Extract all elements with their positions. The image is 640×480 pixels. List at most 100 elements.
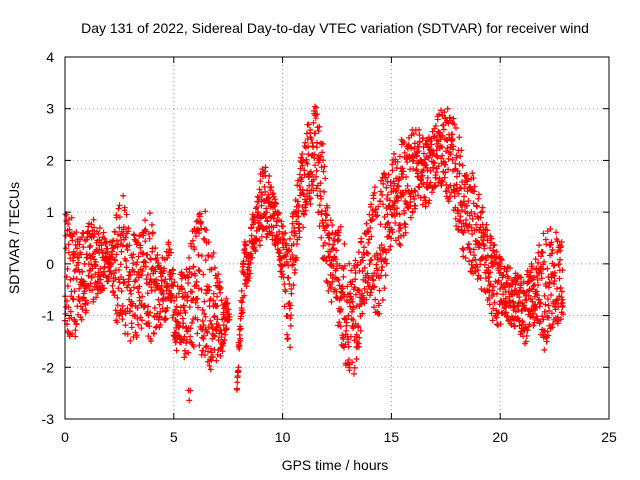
data-point (540, 316, 547, 323)
data-point (263, 224, 270, 231)
data-point (392, 219, 399, 226)
data-point (534, 281, 541, 288)
data-point (146, 210, 153, 217)
data-point (152, 268, 159, 275)
data-point (537, 300, 544, 307)
data-point (151, 304, 158, 311)
data-point (202, 257, 209, 264)
data-point (333, 247, 340, 254)
data-point (173, 294, 180, 301)
data-point (65, 304, 72, 311)
data-point (463, 171, 470, 178)
data-point (292, 209, 299, 216)
data-point (73, 275, 80, 282)
data-point (321, 227, 328, 234)
data-point (339, 285, 346, 292)
data-point (380, 180, 387, 187)
data-point (299, 162, 306, 169)
data-point (281, 252, 288, 259)
data-point (283, 259, 290, 265)
data-point (197, 218, 204, 225)
data-point (150, 279, 157, 286)
data-point (491, 299, 498, 306)
data-point (76, 254, 83, 261)
data-point (286, 305, 293, 312)
data-point (393, 165, 400, 172)
data-point (158, 282, 165, 289)
data-point (121, 204, 128, 211)
data-point (335, 229, 342, 236)
data-point (123, 243, 130, 250)
data-point (220, 340, 227, 347)
data-point (196, 210, 203, 217)
data-point (318, 195, 324, 202)
data-point (213, 275, 220, 282)
data-point (310, 119, 317, 126)
data-point (503, 279, 510, 286)
data-point (326, 234, 333, 241)
data-point (195, 304, 202, 311)
data-point (187, 387, 194, 394)
data-point (416, 138, 423, 145)
data-point (370, 277, 377, 284)
data-point (299, 157, 306, 164)
data-point (154, 252, 161, 259)
data-point (534, 317, 541, 324)
data-point (378, 177, 385, 184)
data-point (351, 370, 358, 377)
data-point (393, 210, 400, 217)
data-point (505, 275, 512, 282)
data-point (79, 268, 86, 275)
data-point (368, 256, 375, 263)
data-point (120, 224, 127, 231)
data-point (196, 230, 203, 237)
data-point (342, 262, 348, 269)
data-point (438, 177, 445, 184)
data-point (559, 299, 566, 306)
data-point (198, 252, 205, 259)
data-point (479, 204, 486, 211)
data-point (402, 221, 409, 228)
y-tick-label: 0 (46, 256, 54, 272)
data-point (353, 355, 360, 362)
data-point (466, 245, 473, 252)
data-point (300, 224, 307, 231)
data-point (203, 227, 210, 234)
y-tick-label: 2 (46, 152, 54, 168)
data-point (211, 312, 218, 319)
data-point (540, 327, 547, 334)
data-point (529, 286, 536, 293)
data-point (144, 290, 151, 297)
data-point (73, 262, 80, 269)
data-point (188, 271, 195, 278)
data-point (76, 285, 83, 292)
data-point (496, 286, 503, 293)
data-point (455, 208, 462, 215)
data-point (465, 197, 472, 204)
data-point (489, 317, 496, 324)
data-point (256, 242, 263, 249)
data-point (424, 167, 431, 174)
data-point (170, 312, 177, 319)
data-point (320, 168, 327, 175)
data-point (473, 221, 480, 228)
data-point (182, 289, 189, 296)
data-point (422, 161, 429, 168)
data-point (379, 192, 386, 199)
data-point (549, 246, 556, 253)
data-point (128, 324, 135, 331)
data-point (116, 214, 123, 221)
data-point (273, 232, 280, 239)
data-point (384, 191, 391, 198)
data-point (371, 283, 378, 290)
data-point (184, 328, 191, 335)
data-point (481, 261, 488, 268)
data-point (137, 314, 144, 321)
data-point (456, 170, 463, 177)
data-point (100, 229, 107, 236)
data-point (474, 276, 481, 283)
data-point (441, 174, 448, 181)
data-point (196, 268, 203, 275)
data-point (477, 209, 484, 216)
data-point (80, 230, 87, 237)
